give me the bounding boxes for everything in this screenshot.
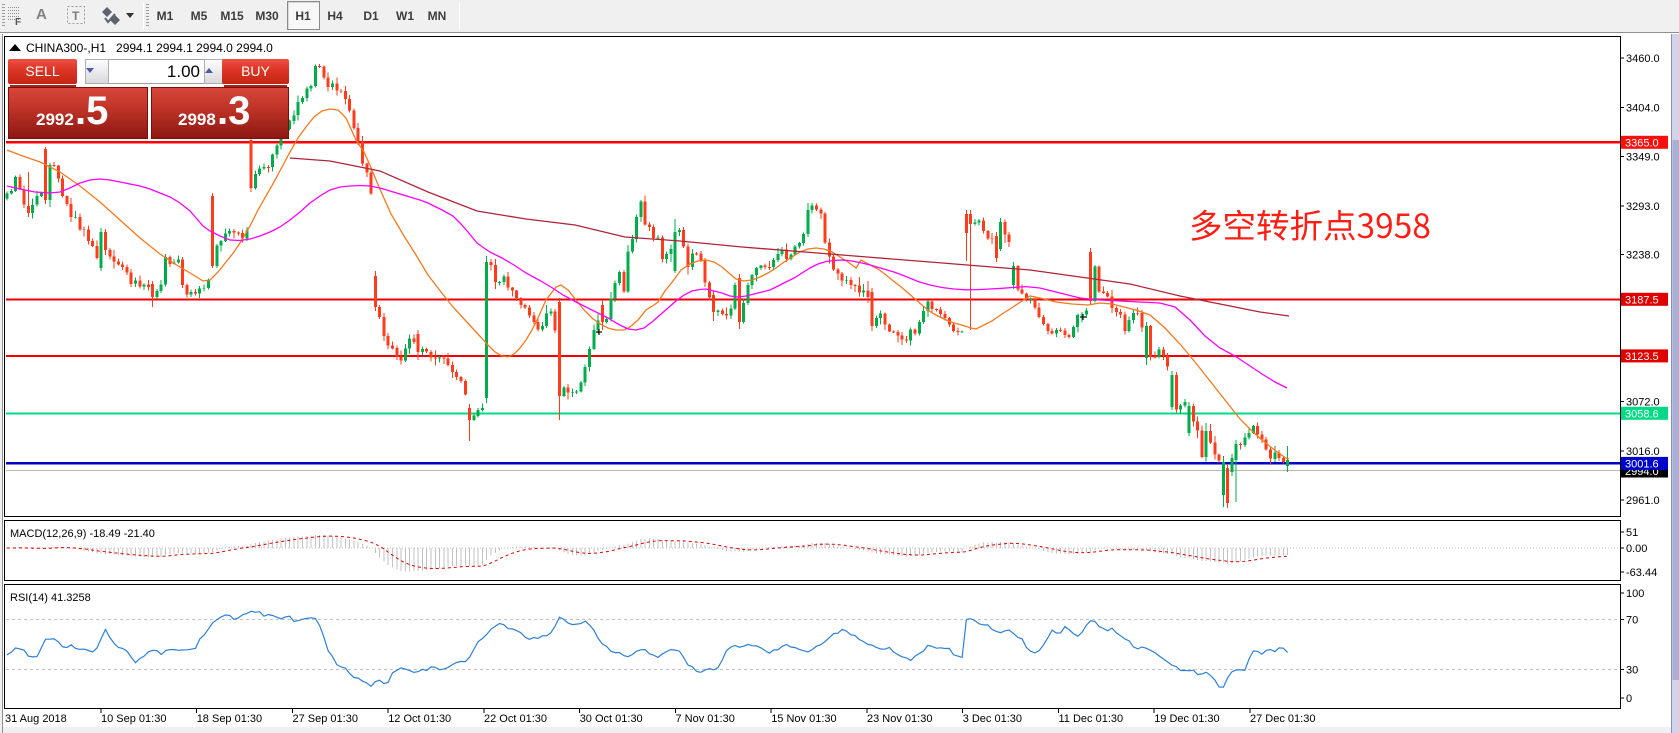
svg-text:3238.0: 3238.0 (1626, 250, 1660, 262)
svg-text:3016.0: 3016.0 (1626, 446, 1660, 458)
svg-text:CHINA300-,H1 2994.1 2994.1 2: CHINA300-,H1 2994.1 2994.1 2994.0 2994.0 (26, 41, 273, 55)
svg-text:7 Nov 01:30: 7 Nov 01:30 (676, 713, 735, 725)
svg-text:3 Dec 01:30: 3 Dec 01:30 (963, 713, 1022, 725)
svg-text:3058.6: 3058.6 (1625, 408, 1659, 420)
svg-text:0: 0 (1626, 693, 1632, 705)
svg-text:3404.0: 3404.0 (1626, 103, 1660, 115)
svg-text:3460.0: 3460.0 (1626, 53, 1660, 65)
svg-text:31 Aug 2018: 31 Aug 2018 (5, 713, 67, 725)
svg-text:27 Dec 01:30: 27 Dec 01:30 (1250, 713, 1315, 725)
svg-text:3365.0: 3365.0 (1625, 137, 1659, 149)
svg-text:F: F (15, 17, 21, 28)
svg-text:T: T (72, 9, 80, 23)
svg-text:3187.5: 3187.5 (1625, 294, 1659, 306)
svg-text:12 Oct 01:30: 12 Oct 01:30 (388, 713, 451, 725)
svg-text:3349.0: 3349.0 (1626, 152, 1660, 164)
svg-text:51: 51 (1626, 527, 1638, 539)
svg-text:19 Dec 01:30: 19 Dec 01:30 (1154, 713, 1219, 725)
svg-text:MACD(12,26,9) -18.49 -21.40: MACD(12,26,9) -18.49 -21.40 (10, 528, 155, 540)
svg-text:30 Oct 01:30: 30 Oct 01:30 (580, 713, 643, 725)
svg-text:-63.44: -63.44 (1626, 567, 1657, 579)
svg-text:11 Dec 01:30: 11 Dec 01:30 (1059, 713, 1124, 725)
svg-text:30: 30 (1626, 665, 1638, 677)
svg-text:15 Nov 01:30: 15 Nov 01:30 (771, 713, 836, 725)
svg-text:3293.0: 3293.0 (1626, 201, 1660, 213)
svg-text:10 Sep 01:30: 10 Sep 01:30 (101, 713, 166, 725)
svg-text:3123.5: 3123.5 (1625, 351, 1659, 363)
svg-text:2961.0: 2961.0 (1626, 495, 1660, 507)
svg-text:3072.0: 3072.0 (1626, 397, 1660, 409)
svg-text:27 Sep 01:30: 27 Sep 01:30 (293, 713, 358, 725)
svg-text:70: 70 (1626, 615, 1638, 627)
svg-text:18 Sep 01:30: 18 Sep 01:30 (197, 713, 262, 725)
svg-text:22 Oct 01:30: 22 Oct 01:30 (484, 713, 547, 725)
svg-text:100: 100 (1626, 588, 1644, 600)
svg-text:3001.6: 3001.6 (1625, 458, 1659, 470)
svg-text:0.00: 0.00 (1626, 543, 1647, 555)
svg-text:RSI(14) 41.3258: RSI(14) 41.3258 (10, 592, 91, 604)
svg-text:23 Nov 01:30: 23 Nov 01:30 (867, 713, 932, 725)
